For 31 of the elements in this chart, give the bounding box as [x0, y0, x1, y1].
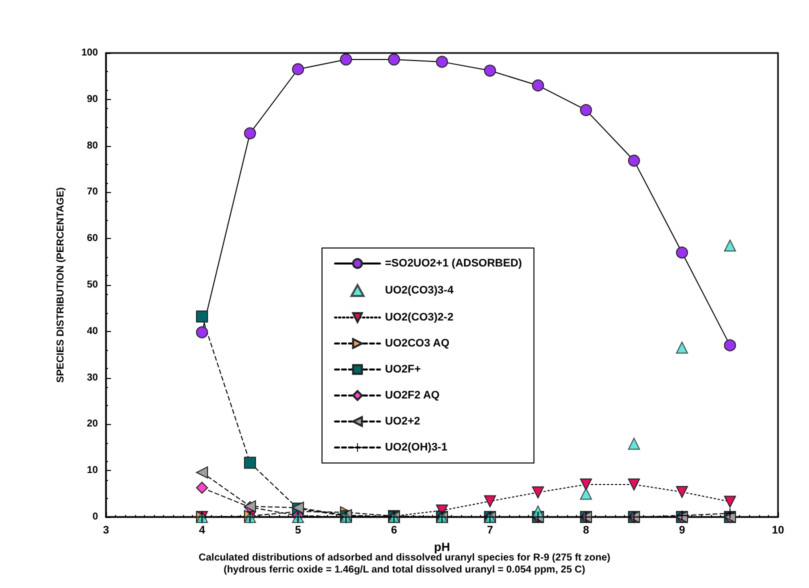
- legend-label: UO2+2: [385, 416, 420, 428]
- y-tick-label: 30: [86, 372, 98, 384]
- legend-label: =SO2UO2+1 (ADSORBED): [385, 258, 522, 270]
- x-axis-title: pH: [434, 540, 450, 554]
- y-tick-label: 100: [81, 48, 98, 58]
- legend-label: UO2(CO3)3-4: [385, 284, 454, 296]
- legend-label: UO2CO3 AQ: [385, 338, 450, 350]
- text: Calculated distributions of adsorbed and dissolved uranyl species for R-9 (275 ft zone): [198, 552, 610, 564]
- y-tick-label: 90: [86, 94, 98, 105]
- x-tick-label: 3: [102, 524, 110, 536]
- legend-label: UO2F2 AQ: [385, 390, 440, 402]
- y-tick-label: 20: [86, 418, 98, 430]
- legend-label: UO2F+: [385, 364, 421, 376]
- x-tick-label: 7: [486, 524, 494, 536]
- x-tick-label: 4: [198, 524, 206, 536]
- y-tick-label: 50: [86, 280, 98, 290]
- x-tick-label: 8: [582, 524, 590, 536]
- x-tick-label: 5: [294, 524, 302, 536]
- x-tick-label: 10: [772, 524, 784, 536]
- y-tick-label: 60: [86, 233, 98, 244]
- x-tick-label: 9: [678, 524, 686, 536]
- text: (hydrous ferric oxide = 1.46g/L and total dissolved uranyl = 0.054 ppm, 25 C): [224, 564, 586, 576]
- y-axis-title: SPECIES DISTRIBUTION (PERCENTAGE): [56, 187, 66, 383]
- x-tick-label: 6: [390, 524, 398, 536]
- y-tick-label: 0: [92, 512, 98, 522]
- legend-label: UO2(CO3)2-2: [385, 312, 454, 324]
- y-tick-label: 70: [86, 186, 98, 198]
- y-tick-label: 80: [86, 140, 98, 152]
- y-tick-label: 40: [86, 326, 98, 337]
- legend-label: UO2(OH)3-1: [385, 442, 448, 454]
- y-tick-label: 10: [86, 465, 98, 476]
